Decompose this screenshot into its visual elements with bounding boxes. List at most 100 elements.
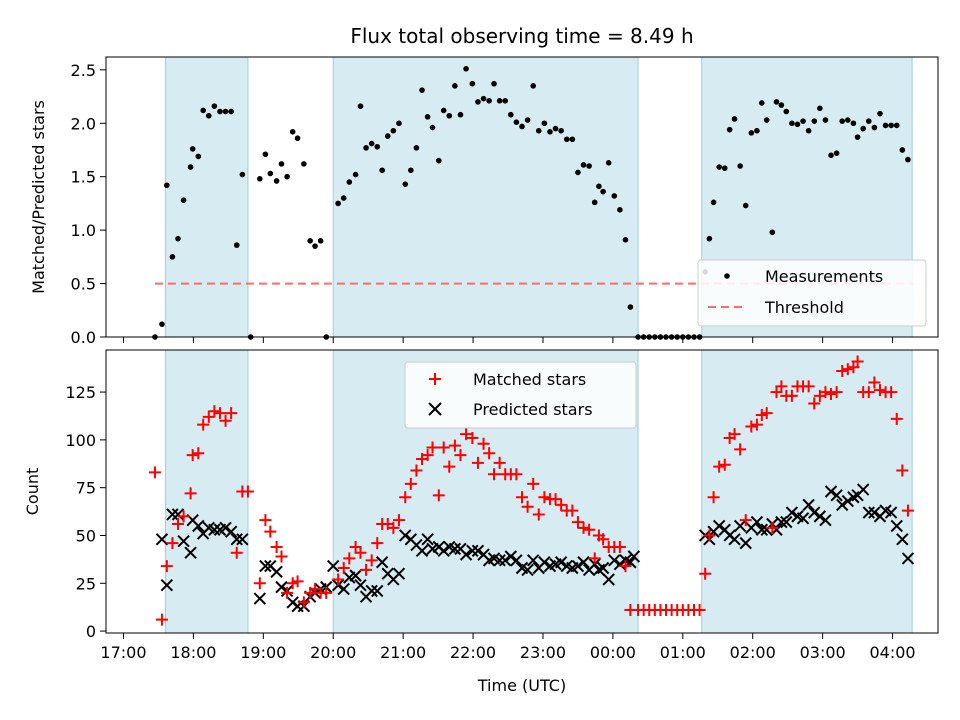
predicted-star-point bbox=[466, 544, 479, 557]
matched-star-point bbox=[785, 389, 798, 402]
measurement-point bbox=[541, 120, 548, 127]
predicted-star-point bbox=[602, 573, 615, 586]
x-axis-ticks: 17:00 18:00 19:00 20:00 21:00 22:00 23:00 00:00… bbox=[100, 633, 916, 662]
predicted-star-point bbox=[504, 550, 518, 563]
measurement-point bbox=[211, 103, 218, 109]
predicted-star-point bbox=[775, 515, 788, 529]
top-axes-frame bbox=[105, 56, 939, 338]
predicted-star-point bbox=[471, 544, 485, 557]
measurement-point bbox=[312, 243, 318, 249]
measurement-point bbox=[596, 183, 602, 190]
x-tick-label: 04:00 bbox=[869, 643, 915, 662]
measurement-point bbox=[363, 145, 369, 151]
measurement-point bbox=[440, 107, 447, 114]
predicted-star-point bbox=[554, 556, 568, 569]
measurement-point bbox=[627, 304, 634, 310]
bottom-legend-box bbox=[404, 361, 637, 429]
measurement-point bbox=[611, 193, 618, 199]
matched-star-point bbox=[297, 596, 310, 609]
predicted-star-point bbox=[493, 554, 506, 567]
x-tick-label: 21:00 bbox=[380, 643, 426, 662]
x-tick-label: 17:00 bbox=[100, 643, 146, 662]
measurement-point bbox=[805, 127, 812, 134]
matched-star-point bbox=[219, 414, 232, 427]
measurement-point bbox=[233, 242, 240, 248]
matched-star-point bbox=[713, 460, 726, 473]
predicted-star-point bbox=[166, 508, 179, 521]
predicted-star-point bbox=[785, 506, 799, 519]
matched-star-point bbox=[851, 355, 864, 368]
matched-star-point bbox=[873, 384, 886, 397]
bottom-shaded-interval-2 bbox=[701, 349, 913, 634]
predicted-star-point bbox=[796, 512, 810, 525]
measurement-point bbox=[888, 122, 894, 129]
measurement-point bbox=[278, 161, 285, 167]
predicted-star-point bbox=[499, 554, 512, 567]
matched-star-point bbox=[264, 525, 277, 538]
matched-star-point bbox=[825, 387, 838, 400]
matched-star-point bbox=[432, 489, 445, 502]
predicted-star-point bbox=[392, 567, 406, 580]
bottom-y-axis-label: Count bbox=[23, 468, 42, 516]
predicted-star-point bbox=[750, 515, 764, 529]
measurement-point bbox=[187, 164, 194, 170]
predicted-star-point bbox=[192, 519, 205, 533]
measurement-point bbox=[267, 170, 274, 177]
matched-star-point bbox=[186, 449, 199, 462]
matched-star-point bbox=[177, 510, 190, 523]
matched-star-point bbox=[259, 514, 272, 527]
matched-star-point bbox=[802, 380, 815, 393]
matched-star-point bbox=[583, 523, 596, 536]
matched-star-point bbox=[734, 443, 747, 456]
matched-star-point bbox=[775, 380, 788, 393]
measurement-point bbox=[877, 110, 883, 117]
measurement-point bbox=[463, 65, 469, 72]
measurement-point bbox=[563, 136, 570, 143]
measurement-point bbox=[424, 114, 431, 120]
measurement-point bbox=[716, 164, 722, 170]
bottom-shaded-interval-0 bbox=[164, 349, 249, 634]
measurement-point bbox=[778, 102, 785, 108]
matched-star-point bbox=[739, 514, 752, 527]
predicted-star-point bbox=[365, 584, 378, 598]
measurement-point bbox=[822, 117, 829, 123]
matched-star-point bbox=[901, 504, 914, 517]
matched-star-point bbox=[549, 493, 562, 506]
bottom-y-tick-label: 125 bbox=[65, 383, 96, 402]
matched-star-point bbox=[707, 491, 720, 504]
measurement-point bbox=[175, 235, 181, 242]
top-y-tick-label: 1.0 bbox=[71, 221, 96, 240]
measurement-point bbox=[789, 120, 795, 127]
predicted-star-point bbox=[608, 554, 621, 567]
measurement-point bbox=[737, 163, 743, 169]
measurement-point bbox=[452, 83, 458, 89]
matched-star-point bbox=[155, 613, 168, 626]
matched-star-point bbox=[728, 428, 741, 441]
bottom-y-tick-label: 0 bbox=[86, 622, 96, 641]
measurement-point bbox=[368, 140, 375, 147]
measurement-point bbox=[486, 98, 492, 104]
matched-star-point bbox=[192, 447, 205, 460]
measurement-point bbox=[408, 167, 414, 174]
matched-star-point bbox=[281, 586, 294, 599]
legend-predicted-label: Predicted stars bbox=[473, 400, 593, 419]
matched-star-point bbox=[862, 386, 875, 399]
matched-star-point bbox=[392, 514, 405, 527]
measurement-point bbox=[228, 108, 234, 115]
predicted-star-point bbox=[836, 498, 849, 512]
bottom-y-tick-label: 50 bbox=[76, 526, 96, 545]
predicted-star-point bbox=[184, 546, 197, 559]
measurement-point bbox=[605, 160, 612, 166]
matched-star-point bbox=[184, 487, 197, 500]
legend-measurements-marker bbox=[724, 273, 730, 279]
measurement-point bbox=[222, 108, 229, 115]
predicted-star-point bbox=[371, 584, 384, 598]
legend-matched-marker bbox=[429, 373, 441, 385]
measurement-point bbox=[200, 107, 206, 114]
matched-star-point bbox=[836, 365, 849, 378]
predicted-star-point bbox=[755, 523, 769, 536]
bottom-axes-frame bbox=[105, 349, 939, 634]
measurement-point bbox=[169, 254, 176, 260]
measurement-point bbox=[742, 202, 749, 209]
